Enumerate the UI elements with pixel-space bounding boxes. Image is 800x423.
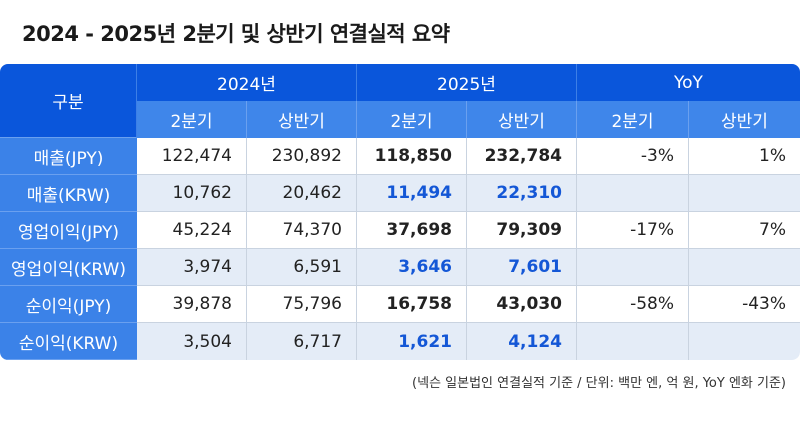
table-cell: 118,850 [357, 138, 467, 175]
table-cell: 230,892 [247, 138, 357, 175]
table-cell: 3,504 [137, 323, 247, 360]
footnote: (넥슨 일본법인 연결실적 기준 / 단위: 백만 엔, 억 원, YoY 엔화… [412, 376, 786, 391]
table-cell: 45,224 [137, 212, 247, 249]
table-cell: 4,124 [467, 323, 577, 360]
table-cell: 22,310 [467, 175, 577, 212]
table-cell: 1,621 [357, 323, 467, 360]
subheader-0: 2분기 [137, 101, 247, 138]
table-cell: 16,758 [357, 286, 467, 323]
table-cell: -17% [577, 212, 689, 249]
row-label: 영업이익(KRW) [0, 249, 137, 286]
table-cell [577, 249, 689, 286]
header-category: 구분 [0, 64, 137, 138]
table-cell: 75,796 [247, 286, 357, 323]
table-cell: 1% [689, 138, 800, 175]
table-cell: 20,462 [247, 175, 357, 212]
table-cell: 122,474 [137, 138, 247, 175]
results-table: 구분 2024년 2025년 YoY 2분기 상반기 2분기 상반기 2분기 상반기 매출(… [0, 64, 800, 360]
header-year-2025: 2025년 [357, 64, 577, 101]
header-yoy: YoY [577, 64, 800, 101]
table-cell: 79,309 [467, 212, 577, 249]
subheader-5: 상반기 [689, 101, 800, 138]
row-label: 순이익(KRW) [0, 323, 137, 360]
subheader-2: 2분기 [357, 101, 467, 138]
table-cell: 7% [689, 212, 800, 249]
table-cell [577, 323, 689, 360]
table-cell: -58% [577, 286, 689, 323]
table-cell [577, 175, 689, 212]
table-cell [689, 323, 800, 360]
row-label: 매출(JPY) [0, 138, 137, 175]
row-label: 순이익(JPY) [0, 286, 137, 323]
table-cell: 6,717 [247, 323, 357, 360]
table-cell [689, 175, 800, 212]
table-cell: 74,370 [247, 212, 357, 249]
row-label: 매출(KRW) [0, 175, 137, 212]
subheader-1: 상반기 [247, 101, 357, 138]
table-cell: 7,601 [467, 249, 577, 286]
table-cell: 37,698 [357, 212, 467, 249]
page-title: 2024 - 2025년 2분기 및 상반기 연결실적 요약 [22, 22, 450, 46]
table-cell: 232,784 [467, 138, 577, 175]
header-year-2024: 2024년 [137, 64, 357, 101]
table-cell: -43% [689, 286, 800, 323]
table-cell: 43,030 [467, 286, 577, 323]
subheader-3: 상반기 [467, 101, 577, 138]
table-cell: 10,762 [137, 175, 247, 212]
row-label: 영업이익(JPY) [0, 212, 137, 249]
table-cell: 11,494 [357, 175, 467, 212]
table-cell [689, 249, 800, 286]
table-cell: 3,646 [357, 249, 467, 286]
table-cell: 39,878 [137, 286, 247, 323]
table-cell: -3% [577, 138, 689, 175]
subheader-4: 2분기 [577, 101, 689, 138]
table-cell: 6,591 [247, 249, 357, 286]
table-cell: 3,974 [137, 249, 247, 286]
